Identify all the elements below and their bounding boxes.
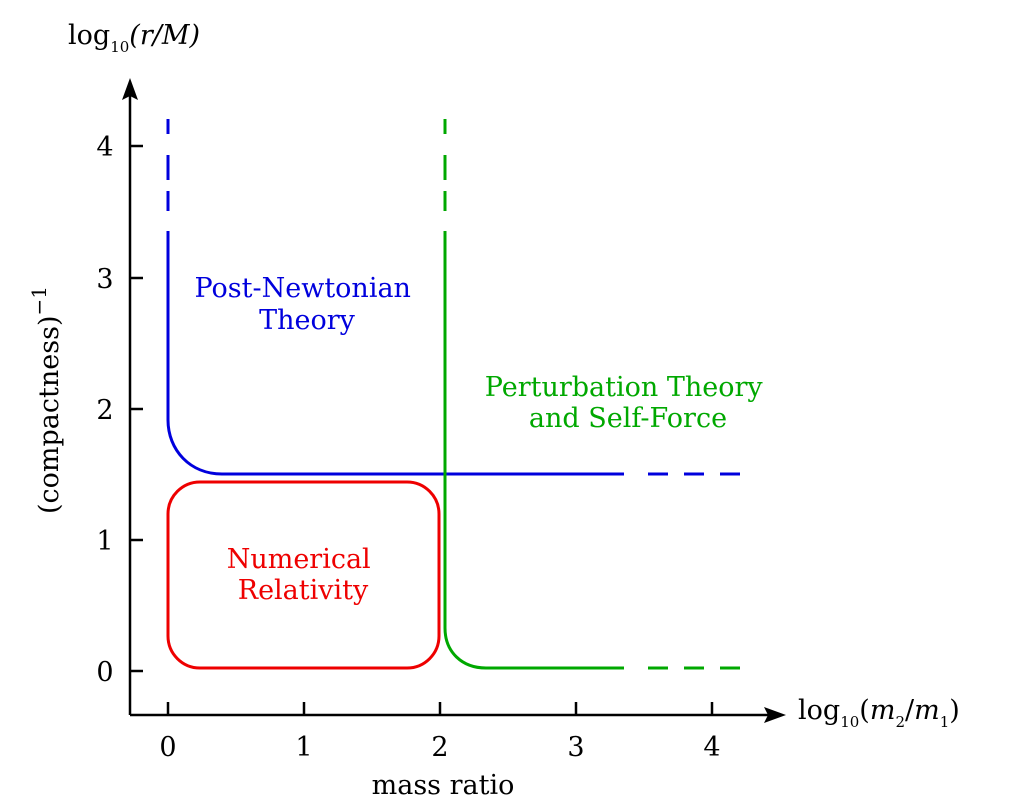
x-axis-caption: mass ratio [372,770,515,801]
y-tick-labels: 0 1 2 3 4 [96,132,113,688]
perturbation-label: Perturbation Theory and Self-Force [485,372,771,434]
y-axis-title: log10(r/M) [68,20,200,56]
y-axis-caption: (compactness)−1 [27,286,65,514]
x-axis-title: log10(m2/m1) [798,695,960,731]
x-tick-labels: 0 1 2 3 4 [159,732,720,763]
y-axis-arrowhead [122,78,138,100]
x-axis-arrowhead [764,707,786,723]
post-newtonian-boundary [166,119,740,476]
post-newtonian-label: Post-Newtonian Theory [194,273,419,336]
x-tick-label-3: 3 [567,732,584,763]
perturbation-boundary [443,119,740,670]
y-tick-label-1: 1 [96,526,113,557]
pt-solid-curve [443,231,624,670]
x-ticks [166,702,714,715]
y-tick-label-4: 4 [96,132,113,163]
y-tick-label-2: 2 [96,395,113,426]
numerical-relativity-boundary [166,480,441,670]
x-tick-label-4: 4 [703,732,720,763]
x-tick-label-0: 0 [159,732,176,763]
numerical-relativity-label: Numerical Relativity [227,544,380,606]
x-tick-label-2: 2 [431,732,448,763]
x-tick-label-1: 1 [295,732,312,763]
y-tick-label-3: 3 [96,264,113,295]
y-ticks [130,144,143,673]
y-tick-label-0: 0 [96,657,113,688]
axes [122,78,786,723]
pn-solid-curve [166,231,624,476]
